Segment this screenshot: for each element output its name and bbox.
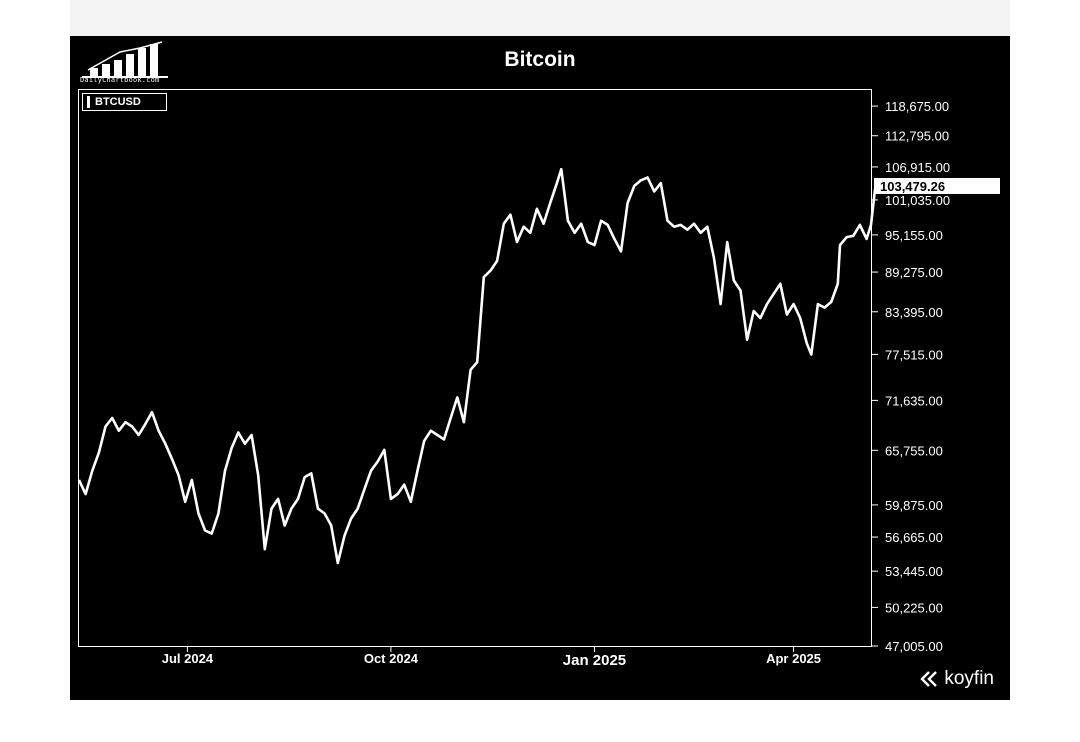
y-tick-label-1: 112,795.00 (885, 129, 949, 144)
x-tick-label-0: Jul 2024 (162, 651, 214, 666)
legend-label: BTCUSD (95, 96, 141, 108)
x-tick-label-2: Jan 2025 (563, 652, 626, 669)
y-tick-label-8: 71,635.00 (885, 393, 943, 408)
last-value-label: 103,479.26 (880, 179, 945, 194)
logo-text: DailyChartbook.com (80, 76, 160, 84)
x-tick-label-1: Oct 2024 (364, 651, 419, 666)
chart-svg: 118,675.00 112,795.00 106,915.00 101,035.00… (77, 99, 1000, 669)
y-tick-label-12: 53,445.00 (885, 564, 943, 579)
y-tick-label-0: 118,675.00 (885, 99, 949, 114)
y-tick-label-11: 56,665.00 (885, 530, 943, 545)
y-tick-label-4: 95,155.00 (885, 228, 943, 243)
chart-card: DailyChartbook.com Bitcoin 118,675.00 112… (70, 36, 1010, 700)
x-tick-label-3: Apr 2025 (766, 651, 821, 666)
legend: BTCUSD (82, 93, 167, 111)
y-tick-label-13: 50,225.00 (885, 600, 943, 615)
y-tick-label-6: 83,395.00 (885, 305, 943, 320)
legend-swatch (87, 96, 90, 108)
y-tick-label-5: 89,275.00 (885, 265, 943, 280)
plot-frame (78, 89, 872, 647)
koyfin-label: koyfin (944, 668, 994, 689)
top-band (70, 0, 1010, 36)
koyfin-brand: koyfin (920, 668, 994, 690)
y-tick-label-9: 65,755.00 (885, 443, 943, 458)
koyfin-logo-icon (920, 671, 938, 687)
y-tick-label-2: 106,915.00 (885, 160, 950, 175)
y-tick-label-10: 59,875.00 (885, 498, 943, 513)
y-tick-label-14: 47,005.00 (885, 639, 943, 654)
y-tick-label-3: 101,035.00 (885, 193, 950, 208)
y-tick-label-7: 77,515.00 (885, 347, 943, 362)
series-line-0 (77, 167, 877, 565)
last-value-badge (874, 177, 1000, 194)
dailychartbook-logo-icon (82, 41, 168, 78)
chart-title: Bitcoin (504, 48, 576, 71)
